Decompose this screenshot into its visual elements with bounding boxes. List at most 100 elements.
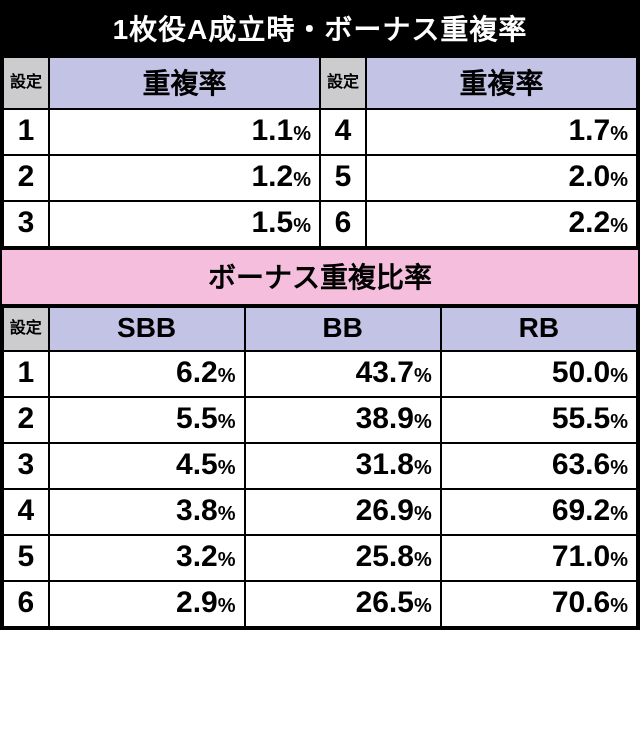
percent-sign: % [610,169,628,191]
value-number: 2.9 [176,586,218,619]
value-cell: 38.9% [245,397,441,443]
value-number: 25.8 [356,540,414,573]
value-cell: 50.0% [441,351,637,397]
table-row: 2 5.5% 38.9% 55.5% [3,397,637,443]
settei-cell: 5 [320,155,366,201]
settei-header: 設定 [320,57,366,109]
percent-sign: % [414,365,432,387]
value-number: 71.0 [552,540,610,573]
value-cell: 3.8% [49,489,245,535]
value-number: 26.5 [356,586,414,619]
settei-cell: 4 [3,489,49,535]
value-cell: 43.7% [245,351,441,397]
table-row: 2 1.2% 5 2.0% [3,155,637,201]
table-row: 6 2.9% 26.5% 70.6% [3,581,637,627]
value-cell: 71.0% [441,535,637,581]
value-cell: 31.8% [245,443,441,489]
value-number: 5.5 [176,402,218,435]
value-number: 1.7 [568,114,610,147]
settei-cell: 3 [3,201,49,247]
value-cell: 26.5% [245,581,441,627]
settei-cell: 6 [3,581,49,627]
percent-sign: % [610,123,628,145]
percent-sign: % [293,123,311,145]
settei-header: 設定 [3,57,49,109]
value-cell: 63.6% [441,443,637,489]
percent-sign: % [610,595,628,617]
value-number: 70.6 [552,586,610,619]
percent-sign: % [218,503,236,525]
percent-sign: % [610,365,628,387]
value-cell: 55.5% [441,397,637,443]
page-container: 1枚役A成立時・ボーナス重複率 設定 重複率 設定 重複率 1 1.1% 4 1… [0,0,640,630]
value-cell: 26.9% [245,489,441,535]
percent-sign: % [610,457,628,479]
percent-sign: % [218,411,236,433]
value-cell: 2.9% [49,581,245,627]
value-number: 1.5 [251,206,293,239]
settei-cell: 1 [3,109,49,155]
value-cell: 5.5% [49,397,245,443]
sbb-header: SBB [49,307,245,351]
value-cell: 2.2% [366,201,637,247]
value-number: 43.7 [356,356,414,389]
table-row: 1 1.1% 4 1.7% [3,109,637,155]
value-number: 2.2 [568,206,610,239]
value-cell: 1.7% [366,109,637,155]
value-cell: 1.1% [49,109,320,155]
percent-sign: % [218,365,236,387]
overlap-rate-header: 重複率 [49,57,320,109]
value-number: 38.9 [356,402,414,435]
table-row: 1 6.2% 43.7% 50.0% [3,351,637,397]
value-number: 6.2 [176,356,218,389]
value-cell: 2.0% [366,155,637,201]
value-number: 69.2 [552,494,610,527]
percent-sign: % [414,411,432,433]
overlap-rate-table: 設定 重複率 設定 重複率 1 1.1% 4 1.7% 2 1.2% 5 2.0… [2,56,638,248]
overlap-rate-header: 重複率 [366,57,637,109]
value-number: 3.2 [176,540,218,573]
value-number: 2.0 [568,160,610,193]
settei-cell: 4 [320,109,366,155]
percent-sign: % [414,457,432,479]
table-header-row: 設定 重複率 設定 重複率 [3,57,637,109]
settei-header: 設定 [3,307,49,351]
table-row: 3 1.5% 6 2.2% [3,201,637,247]
value-cell: 69.2% [441,489,637,535]
value-number: 1.1 [251,114,293,147]
table-row: 5 3.2% 25.8% 71.0% [3,535,637,581]
table-row: 4 3.8% 26.9% 69.2% [3,489,637,535]
percent-sign: % [218,549,236,571]
bonus-ratio-table: 設定 SBB BB RB 1 6.2% 43.7% 50.0% 2 5.5% 3… [2,306,638,628]
value-number: 1.2 [251,160,293,193]
settei-cell: 3 [3,443,49,489]
bb-header: BB [245,307,441,351]
percent-sign: % [610,215,628,237]
table-header-row: 設定 SBB BB RB [3,307,637,351]
percent-sign: % [218,457,236,479]
value-cell: 4.5% [49,443,245,489]
table-row: 3 4.5% 31.8% 63.6% [3,443,637,489]
value-number: 4.5 [176,448,218,481]
value-number: 50.0 [552,356,610,389]
value-cell: 1.2% [49,155,320,201]
value-number: 55.5 [552,402,610,435]
value-cell: 70.6% [441,581,637,627]
value-cell: 25.8% [245,535,441,581]
percent-sign: % [610,503,628,525]
sub-title: ボーナス重複比率 [2,248,638,306]
value-cell: 3.2% [49,535,245,581]
settei-cell: 6 [320,201,366,247]
settei-cell: 2 [3,397,49,443]
settei-cell: 1 [3,351,49,397]
percent-sign: % [610,411,628,433]
rb-header: RB [441,307,637,351]
value-cell: 6.2% [49,351,245,397]
value-number: 3.8 [176,494,218,527]
settei-cell: 5 [3,535,49,581]
percent-sign: % [414,595,432,617]
percent-sign: % [218,595,236,617]
percent-sign: % [293,169,311,191]
value-number: 26.9 [356,494,414,527]
value-number: 31.8 [356,448,414,481]
